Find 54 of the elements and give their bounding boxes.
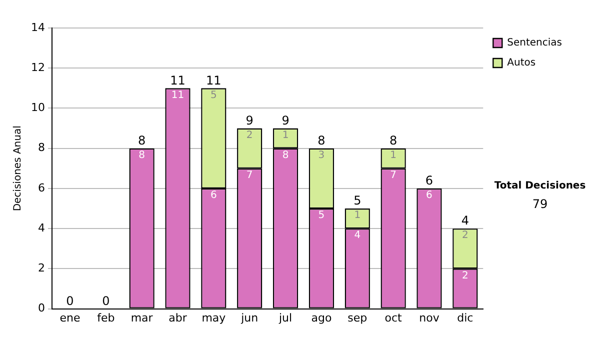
y-axis-title: Decisiones Anual [12,126,24,212]
x-tick-label: jun [240,311,258,324]
x-tick-label: dic [457,311,474,324]
data-label: 6 [426,190,432,202]
x-tick-label: sep [348,311,368,324]
data-label: 2 [246,130,253,141]
data-label: 5 [210,90,217,101]
total-label: 5 [354,194,362,208]
data-label: 2 [462,230,468,242]
y-tick-label: 2 [38,262,45,275]
data-label: 7 [390,170,397,181]
data-label: 1 [390,150,397,161]
total-label: 0 [66,294,74,308]
total-label: 0 [102,294,110,308]
x-tick-label: jul [278,311,292,324]
data-label: 1 [282,130,289,141]
y-tick-label: 6 [38,181,45,194]
total-label: 9 [282,113,290,128]
x-tick-label: nov [419,311,440,324]
total-label: 11 [206,73,222,88]
data-label: 8 [138,150,146,161]
x-tick-label: abr [168,311,188,324]
total-label: 9 [246,113,254,128]
legend-label: Autos [507,58,536,69]
text: 79 [532,197,548,212]
y-tick-label: 0 [38,302,45,315]
data-label: 1 [354,210,361,222]
total-label: 11 [170,73,186,88]
text: Total Decisiones [494,180,586,192]
data-label: 11 [171,90,184,101]
total-label: 8 [389,133,398,148]
x-tick-label: oct [384,311,403,324]
data-label: 6 [210,190,217,202]
y-tick-label: 8 [38,141,45,154]
data-label: 7 [246,170,253,181]
x-tick-label: may [202,311,226,324]
x-tick-label: mar [130,311,154,324]
y-tick-label: 10 [30,101,45,114]
legend-label: Sentencias [507,38,562,49]
x-tick-label: ago [311,311,332,324]
y-tick-label: 12 [30,60,45,74]
data-label: 2 [462,270,468,282]
total-label: 8 [138,133,146,148]
data-label: 8 [282,150,289,161]
total-label: 8 [318,133,326,148]
x-tick-label: ene [60,311,80,324]
data-label: 5 [318,210,325,222]
data-label: 4 [354,230,361,242]
total-label: 6 [425,174,434,188]
data-label: 3 [318,150,325,161]
total-label: 4 [461,214,469,228]
x-tick-label: feb [97,311,115,324]
y-tick-label: 14 [30,20,45,34]
y-tick-label: 4 [38,221,45,234]
